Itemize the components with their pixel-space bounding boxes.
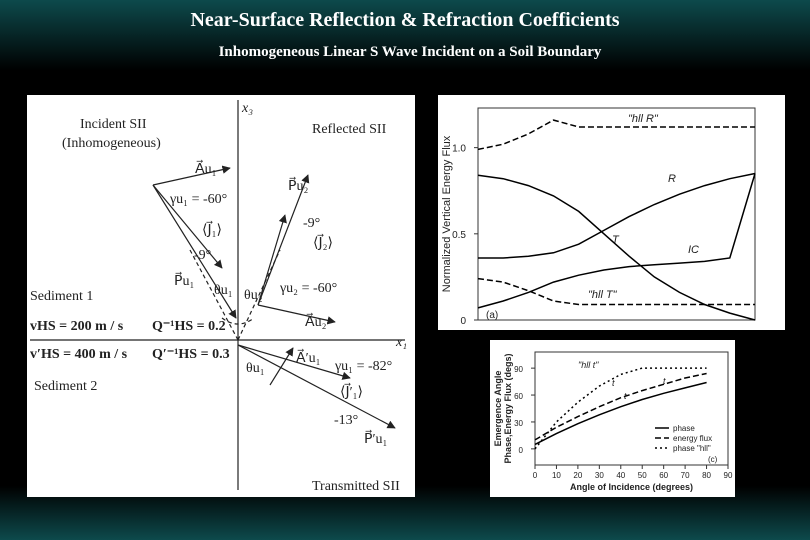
label: θu₁: [246, 361, 265, 376]
y-tick-label: 0: [460, 316, 466, 327]
legend-label: phase: [673, 424, 695, 433]
label: v′HS = 400 m / s: [30, 347, 128, 362]
title: Near-Surface Reflection & Refraction Coe…: [190, 9, 619, 31]
label: γu₂ = -60°: [279, 281, 337, 296]
subtitle: Inhomogeneous Linear S Wave Incident on …: [219, 44, 602, 60]
x-tick-label: 90: [724, 471, 733, 480]
label: Q′⁻¹HS = 0.3: [152, 347, 230, 362]
series-label: IC: [688, 244, 699, 256]
series-label: T: [612, 234, 620, 246]
series-line: [477, 277, 755, 306]
panel-label: (c): [708, 455, 718, 464]
y-tick-label: 90: [514, 365, 523, 374]
plot-area: [534, 351, 729, 466]
chart-a-panel: [438, 95, 785, 330]
y-axis-label: Normalized Vertical Energy Flux: [441, 135, 453, 292]
label: Reflected SII: [312, 122, 387, 137]
legend-label: phase "hll": [673, 444, 711, 453]
y-tick-label: 0.5: [452, 230, 466, 241]
y-axis-label: Phase,Energy Flux (degs): [503, 353, 513, 463]
label: θu₂: [244, 288, 263, 303]
x-tick-label: 20: [573, 471, 582, 480]
label: ⟨J⃗′₁⟩: [340, 382, 363, 400]
axis-label: x₃: [241, 101, 253, 116]
legend-label: energy flux: [673, 434, 712, 443]
series-line: [478, 172, 756, 259]
y-tick-label: 0: [519, 446, 524, 455]
y-tick-label: 30: [514, 419, 523, 428]
annotation: t: [624, 391, 627, 401]
label: -9°: [194, 248, 211, 263]
x-tick-label: 10: [552, 471, 561, 480]
diagram: x₃ Incident SII (Inhomogeneous) Reflecte…: [27, 95, 415, 497]
x-tick-label: 70: [681, 471, 690, 480]
label: γu₁ = -82°: [334, 359, 392, 374]
label: Q⁻¹HS = 0.2: [152, 319, 226, 334]
y-tick-label: 1.0: [452, 144, 466, 155]
label: P⃗u₁: [174, 271, 194, 289]
series-line: [477, 173, 756, 309]
label: vHS = 200 m / s: [30, 319, 124, 334]
diagram-panel: [27, 95, 415, 497]
x-tick-label: 0: [533, 471, 538, 480]
label: (Inhomogeneous): [62, 136, 161, 151]
axis-label: x₁: [395, 335, 407, 350]
series-label: R: [668, 173, 676, 185]
label: γu₁ = -60°: [169, 192, 227, 207]
diagram-shapes: [30, 100, 405, 490]
x-tick-label: 80: [702, 471, 711, 480]
label: A⃗u₂: [305, 312, 327, 330]
x-tick-label: 60: [659, 471, 668, 480]
label: A⃗u₁: [195, 159, 216, 177]
label: P⃗u₂: [288, 176, 308, 194]
label: -9°: [303, 216, 320, 231]
series-line: [477, 174, 756, 321]
series-label: "hll R": [628, 113, 659, 125]
series-line: [477, 119, 755, 151]
label: Sediment 1: [30, 289, 93, 304]
label: ⟨J⃗₁⟩: [202, 220, 222, 238]
label: P⃗′u₁: [364, 429, 387, 447]
x-tick-label: 50: [638, 471, 647, 480]
plot-area: [477, 107, 756, 321]
label: Incident SII: [80, 117, 147, 132]
label: -13°: [334, 413, 358, 428]
annotation: t: [663, 376, 666, 386]
chart-c-panel: [490, 340, 735, 497]
x-tick-label: 40: [616, 471, 625, 480]
annotation: t: [612, 378, 615, 388]
y-axis-label: Emergence Angle: [493, 371, 503, 447]
panel-label: (a): [486, 310, 498, 321]
series-line: [534, 381, 707, 446]
label: Transmitted SII: [312, 479, 400, 494]
series-line: [534, 372, 707, 441]
label: Sediment 2: [34, 379, 97, 394]
label: A⃗′u₁: [296, 348, 321, 366]
annotation: "hll t": [578, 360, 599, 370]
x-axis-label: Angle of Incidence (degrees): [570, 482, 693, 492]
label: ⟨J⃗₂⟩: [313, 233, 333, 251]
x-tick-label: 30: [595, 471, 604, 480]
y-tick-label: 60: [514, 392, 523, 401]
series-label: "hll T": [588, 289, 618, 301]
label: θu₁: [214, 283, 233, 298]
